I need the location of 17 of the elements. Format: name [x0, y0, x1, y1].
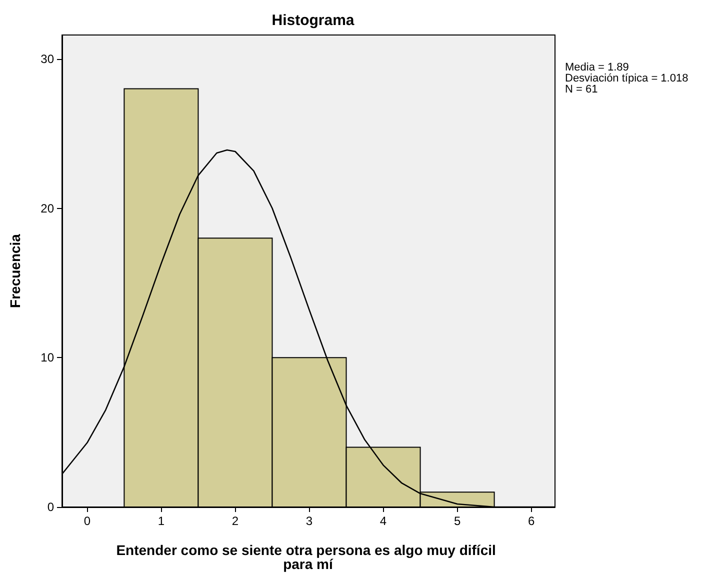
y-tick-label: 30 [40, 52, 54, 66]
chart-title: Histograma [272, 12, 355, 29]
y-axis-title: Frecuencia [7, 234, 23, 308]
x-axis-title: Entender como se siente otra persona es algo muy difícil para mí [116, 542, 500, 572]
x-tick-label: 2 [232, 514, 239, 528]
text: Desviación típica = 1.018 [565, 72, 688, 84]
x-tick-label: 6 [528, 514, 535, 528]
y-tick-label: 20 [40, 201, 54, 216]
y-tick-label: 10 [40, 350, 54, 365]
x-tick-label: 5 [454, 514, 461, 528]
x-tick-label: 1 [158, 514, 165, 528]
x-tick-label: 4 [380, 514, 387, 528]
x-tick-label: 3 [306, 514, 313, 528]
y-tick-label: 0 [47, 500, 54, 514]
text: N = 61 [565, 84, 598, 96]
x-tick-label: 0 [84, 514, 91, 528]
text: Media = 1.89 [565, 62, 629, 74]
